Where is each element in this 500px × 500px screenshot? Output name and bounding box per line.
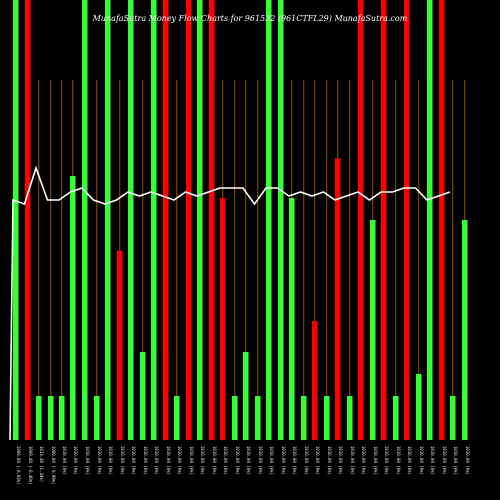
- price-line-series: [9, 165, 451, 441]
- x-tick-label: 1010.00 (0%): [85, 446, 90, 475]
- x-tick-label: 1010.00 (0%): [269, 446, 274, 475]
- x-tick-label: 1010.00 (0%): [304, 446, 309, 475]
- x-tick-label: 1010.00 (0%): [108, 446, 113, 475]
- x-tick-label: 1010.00 (0%): [407, 446, 412, 475]
- money-flow-bar: [25, 0, 31, 440]
- money-flow-bar: [416, 374, 422, 440]
- money-flow-bar: [347, 396, 353, 440]
- money-flow-bar: [174, 396, 180, 440]
- x-tick-label: 1010.00 (0%): [292, 446, 297, 475]
- x-tick-label: 1010.00 (0%): [373, 446, 378, 475]
- x-tick-label: 1010.00 (0%): [62, 446, 67, 475]
- bar-series: [13, 0, 468, 440]
- x-tick-label: 1010.00 (0%): [396, 446, 401, 475]
- money-flow-bar: [36, 396, 42, 440]
- price-line: [9, 165, 451, 441]
- x-tick-label: 1010.00 (0%): [258, 446, 263, 475]
- x-tick-label: 1010.00 (0%): [327, 446, 332, 475]
- x-tick-label: 1010.00 (0%): [338, 446, 343, 475]
- money-flow-bar: [335, 158, 341, 440]
- x-tick-label: 1010.00 (0%): [177, 446, 182, 475]
- x-tick-label: 1010.00 (0%): [430, 446, 435, 475]
- money-flow-bar: [450, 396, 456, 440]
- x-tick-label: 1010.00 (0%): [246, 446, 251, 475]
- money-flow-bar: [105, 0, 111, 440]
- money-flow-bar: [381, 0, 387, 440]
- money-flow-bar: [312, 321, 318, 440]
- x-tick-label: 1010.00 (0%): [361, 446, 366, 475]
- x-tick-label: 1010.00 (0%): [166, 446, 171, 475]
- money-flow-bar: [393, 396, 399, 440]
- money-flow-bar: [59, 396, 65, 440]
- money-flow-bar: [358, 0, 364, 440]
- x-tick-label: 1009.40 (-0.40%): [28, 446, 33, 485]
- x-tick-label: 1010.00 (0%): [131, 446, 136, 475]
- x-tick-label: 1010.00 (0%): [235, 446, 240, 475]
- money-flow-bar: [439, 0, 445, 440]
- x-tick-labels: 1000.00 (-0.93%) 1009.40 (-0.40%) 1013.40 …: [16, 446, 470, 485]
- money-flow-bar: [140, 352, 146, 440]
- money-flow-bar: [289, 198, 295, 440]
- x-tick-label: 1010.00 (0%): [281, 446, 286, 475]
- x-tick-label: 1010.00 (0%): [97, 446, 102, 475]
- x-tick-label: 1010.00 (0%): [384, 446, 389, 475]
- money-flow-bar: [197, 0, 203, 440]
- x-tick-label: 1010.00 (0%): [73, 446, 78, 475]
- money-flow-bar: [48, 396, 54, 440]
- x-tick-label: 1000.00 (-0.93%): [16, 446, 21, 485]
- money-flow-bar: [163, 0, 169, 440]
- chart-title: MunafaSutra Money Flow Charts for 961532…: [92, 14, 408, 23]
- money-flow-bar: [427, 0, 433, 440]
- money-flow-bar: [94, 396, 100, 440]
- money-flow-bar: [13, 0, 19, 440]
- money-flow-bar: [128, 0, 134, 440]
- money-flow-bar: [117, 250, 123, 440]
- money-flow-bar: [462, 220, 468, 440]
- money-flow-bar: [209, 0, 215, 440]
- x-tick-label: 1010.00 (0%): [212, 446, 217, 475]
- x-tick-label: 1000.00 (-0.99%): [51, 446, 56, 485]
- money-flow-bar: [301, 396, 307, 440]
- money-flow-bar: [243, 352, 249, 440]
- money-flow-bar: [220, 198, 226, 440]
- money-flow-bar: [70, 176, 76, 440]
- money-flow-bar: [278, 0, 284, 440]
- x-tick-label: 1010.00 (0%): [442, 446, 447, 475]
- x-tick-label: 1010.00 (0%): [200, 446, 205, 475]
- x-tick-label: 1010.00 (0%): [120, 446, 125, 475]
- x-tick-label: 1013.40 (1.34%): [39, 446, 44, 482]
- x-tick-label: 1010.00 (0%): [419, 446, 424, 475]
- money-flow-bar: [255, 396, 261, 440]
- x-tick-label: 1010.00 (0%): [453, 446, 458, 475]
- money-flow-bar: [266, 0, 272, 440]
- money-flow-bar: [186, 0, 192, 440]
- money-flow-bar: [82, 0, 88, 440]
- money-flow-bar: [232, 396, 238, 440]
- x-tick-label: 1010.00 (0%): [154, 446, 159, 475]
- x-tick-label: 1010.00 (0%): [189, 446, 194, 475]
- money-flow-bar: [404, 0, 410, 440]
- money-flow-bar: [324, 396, 330, 440]
- x-tick-label: 1010.00 (0%): [465, 446, 470, 475]
- x-tick-label: 1010.00 (0%): [350, 446, 355, 475]
- money-flow-bar: [151, 0, 157, 440]
- x-tick-label: 1010.00 (0%): [223, 446, 228, 475]
- money-flow-bar: [370, 220, 376, 440]
- x-tick-label: 1010.00 (0%): [143, 446, 148, 475]
- x-tick-label: 1010.00 (0%): [315, 446, 320, 475]
